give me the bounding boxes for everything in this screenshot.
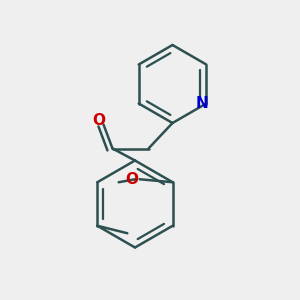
Text: O: O [92,113,106,128]
Text: O: O [126,172,139,187]
Text: N: N [195,96,208,111]
